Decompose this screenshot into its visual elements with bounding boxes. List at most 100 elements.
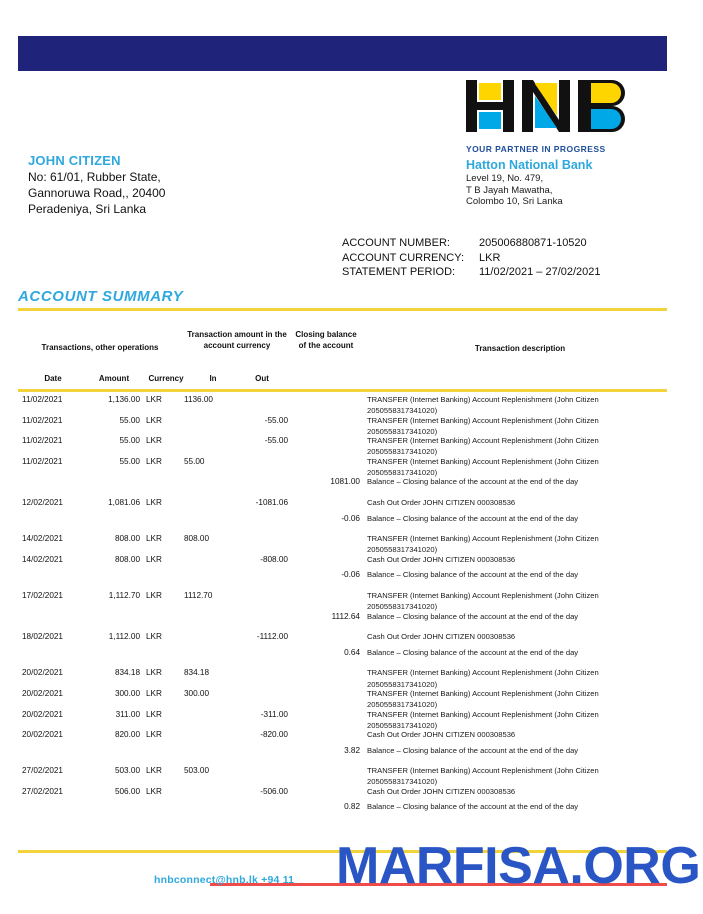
cell-date: 11/02/2021 [22, 456, 63, 466]
cell-description: Balance – Closing balance of the account… [367, 745, 579, 755]
balance-row: 3.82 Balance – Closing balance of the acc… [0, 745, 703, 766]
cell-in: 834.18 [184, 668, 210, 678]
cell-amount: 311.00 [115, 709, 140, 719]
cell-date: 20/02/2021 [22, 668, 63, 678]
col-group-balance: Closing balance of the account [295, 330, 357, 350]
cell-description: TRANSFER (Internet Banking) Account Repl… [367, 688, 599, 710]
cell-amount: 55.00 [119, 456, 141, 466]
cell-description: TRANSFER (Internet Banking) Account Repl… [367, 534, 599, 555]
account-currency-row: ACCOUNT CURRENCY: LKR [342, 251, 601, 266]
bank-name: Hatton National Bank [466, 158, 593, 172]
cell-amount: 834.18 [114, 668, 140, 678]
cell-date: 14/02/2021 [22, 554, 63, 564]
cell-in: 1136.00 [184, 395, 213, 404]
bank-tagline: YOUR PARTNER IN PROGRESS [466, 144, 606, 154]
cell-description: TRANSFER (Internet Banking) Account Repl… [367, 395, 599, 416]
statement-period-row: STATEMENT PERIOD: 11/02/2021 – 27/02/202… [342, 265, 601, 280]
col-out: Out [255, 374, 269, 383]
account-meta: ACCOUNT NUMBER: 205006880871-10520 ACCOU… [342, 236, 601, 280]
footer-contact: hnbconnect@hnb.lk +94 11 [154, 874, 295, 886]
cell-amount: 55.00 [119, 415, 141, 425]
cell-currency: LKR [146, 497, 162, 507]
cell-balance: 1112.64 [331, 611, 360, 621]
cell-in: 55.00 [184, 456, 205, 466]
transaction-table: 11/02/2021 1,136.00 LKR 1136.00 TRANSFER (In… [0, 394, 703, 822]
cell-currency: LKR [146, 709, 162, 719]
cell-date: 20/02/2021 [22, 730, 63, 740]
cell-description: TRANSFER (Internet Banking) Account Repl… [367, 436, 599, 457]
header-navy-band [18, 36, 667, 71]
col-group-amount: Transaction amount in the account curren… [187, 330, 287, 350]
cell-amount: 55.00 [119, 436, 141, 446]
cell-amount: 300.00 [114, 688, 140, 698]
cell-balance: 0.64 [344, 647, 360, 657]
cell-description: Balance – Closing balance of the account… [367, 802, 579, 812]
cell-in: 1112.70 [184, 590, 213, 600]
cell-description: TRANSFER (Internet Banking) Account Repl… [367, 456, 599, 477]
cell-in: 300.00 [184, 688, 210, 698]
cell-in: 503.00 [184, 766, 210, 776]
statement-period-label: STATEMENT PERIOD: [342, 266, 456, 279]
cell-description: TRANSFER (Internet Banking) Account Repl… [367, 766, 599, 787]
balance-row: 0.64 Balance – Closing balance of the acc… [0, 647, 703, 668]
cell-description: Cash Out Order JOHN CITIZEN 000308536 [367, 554, 516, 564]
cell-date: 17/02/2021 [22, 590, 63, 600]
cell-description: Cash Out Order JOHN CITIZEN 000308536 [367, 497, 516, 507]
col-in: In [209, 374, 217, 383]
col-amount: Amount [98, 374, 130, 383]
divider-top [18, 308, 667, 311]
balance-row: 1081.00 Balance – Closing balance of the … [0, 476, 703, 497]
table-row: 11/02/2021 1,136.00 LKR 1136.00 TRANSFER (In… [0, 394, 703, 415]
cell-date: 20/02/2021 [22, 688, 63, 698]
cell-date: 12/02/2021 [22, 497, 63, 507]
table-row: 11/02/2021 55.00 LKR 55.00 TRANSFER (Interne… [0, 456, 703, 477]
table-row: 14/02/2021 808.00 LKR 808.00 TRANSFER (Inter… [0, 533, 703, 554]
cell-out: -820.00 [260, 730, 288, 740]
cell-amount: 1,112.00 [108, 632, 140, 642]
cell-currency: LKR [146, 590, 162, 600]
col-group-transactions: Transactions, other operations [41, 343, 159, 352]
cell-out: -506.00 [260, 786, 288, 796]
cell-out: -311.00 [260, 709, 288, 719]
cell-balance: -0.06 [341, 570, 360, 580]
cell-description: Balance – Closing balance of the account… [367, 570, 579, 580]
divider-header [18, 389, 667, 392]
cell-amount: 1,081.06 [108, 497, 140, 507]
cell-currency: LKR [146, 766, 162, 776]
cell-date: 11/02/2021 [22, 415, 63, 425]
cell-balance: 1081.00 [330, 477, 360, 487]
table-row: 12/02/2021 1,081.06 LKR -1081.06 Cash Out Or… [0, 497, 703, 513]
section-title-account-summary: ACCOUNT SUMMARY [18, 288, 184, 305]
cell-description: Balance – Closing balance of the account… [367, 513, 579, 523]
table-row: 20/02/2021 834.18 LKR 834.18 TRANSFER (Inter… [0, 667, 703, 688]
cell-description: TRANSFER (Internet Banking) Account Repl… [367, 668, 599, 689]
cell-currency: LKR [146, 415, 162, 425]
cell-currency: LKR [146, 534, 162, 544]
cell-amount: 820.00 [114, 730, 140, 740]
table-row: 17/02/2021 1,112.70 LKR 1112.70 TRANSFER (In… [0, 590, 703, 611]
statement-period-value: 11/02/2021 – 27/02/2021 [479, 266, 601, 279]
cell-currency: LKR [146, 395, 162, 404]
cell-date: 18/02/2021 [22, 632, 63, 642]
cell-date: 27/02/2021 [22, 786, 63, 796]
cell-out: -55.00 [264, 436, 288, 446]
account-currency-label: ACCOUNT CURRENCY: [342, 251, 465, 264]
cell-balance: 0.82 [344, 802, 360, 812]
cell-in: 808.00 [184, 534, 210, 544]
cell-balance: 3.82 [344, 745, 360, 755]
cell-out: -1081.06 [255, 497, 288, 507]
cell-description: TRANSFER (Internet Banking) Account Repl… [367, 590, 599, 612]
cell-amount: 506.00 [114, 786, 140, 796]
cell-amount: 808.00 [114, 554, 140, 564]
table-row: 27/02/2021 506.00 LKR -506.00 Cash Out Order… [0, 786, 703, 802]
table-row: 27/02/2021 503.00 LKR 503.00 TRANSFER (Inter… [0, 765, 703, 786]
cell-description: TRANSFER (Internet Banking) Account Repl… [367, 709, 599, 730]
account-currency-value: LKR [479, 251, 501, 264]
table-row: 20/02/2021 300.00 LKR 300.00 TRANSFER (Inter… [0, 688, 703, 709]
cell-currency: LKR [146, 632, 162, 642]
table-row: 14/02/2021 808.00 LKR -808.00 Cash Out Order… [0, 554, 703, 570]
cell-amount: 808.00 [114, 534, 140, 544]
customer-address: No: 61/01, Rubber State, Gannoruwa Road,… [28, 170, 166, 216]
balance-row: 1112.64 Balance – Closing balance of the … [0, 611, 703, 632]
cell-balance: -0.06 [341, 513, 360, 523]
